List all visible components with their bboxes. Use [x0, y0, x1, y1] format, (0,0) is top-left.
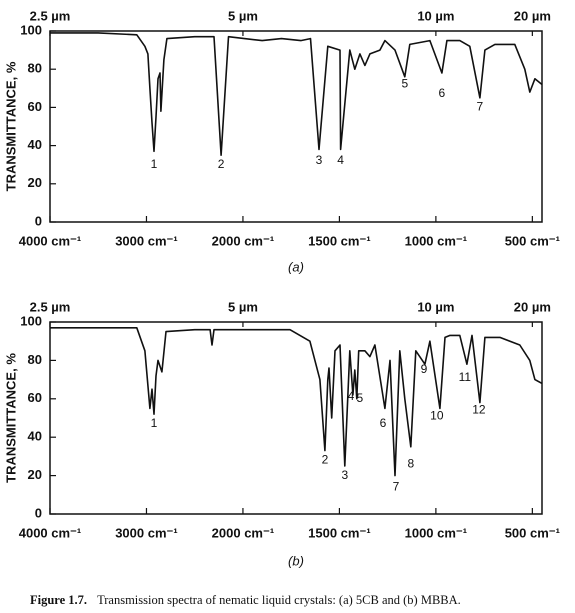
peak-label: 3 [341, 468, 348, 482]
y-tick-label: 40 [28, 429, 42, 444]
x-tick-label: 1000 cm⁻¹ [405, 525, 468, 540]
x-tick-label: 4000 cm⁻¹ [19, 525, 82, 540]
y-tick-label: 40 [28, 137, 42, 152]
x-tick-label: 2000 cm⁻¹ [212, 233, 275, 248]
y-tick-label: 20 [28, 467, 42, 482]
x2-tick-label: 5 µm [228, 8, 258, 23]
chart-label: (a) [288, 259, 304, 274]
y-tick-label: 80 [28, 61, 42, 76]
spectrum-chart: 0 20 40 60 80 100 4000 cm⁻¹ 3000 cm⁻¹ 2000 cm⁻¹ 1… [3, 299, 560, 568]
peak-label: 8 [407, 456, 414, 470]
x-tick-label: 500 cm⁻¹ [505, 525, 560, 540]
peak-label: 10 [430, 408, 444, 422]
x-tick-label: 500 cm⁻¹ [505, 233, 560, 248]
peak-label: 2 [322, 452, 329, 466]
caption: Figure 1.7. Transmission spectra of nemat… [30, 593, 461, 607]
y-axis-label: TRANSMITTANCE, % [3, 353, 18, 483]
peak-label: 5 [401, 77, 408, 91]
caption-label: Figure 1.7. [30, 593, 87, 607]
peak-label: 11 [459, 370, 472, 384]
y-tick-label: 60 [28, 390, 42, 405]
x-tick-label: 3000 cm⁻¹ [115, 525, 178, 540]
peak-label: 7 [393, 479, 400, 493]
peak-label: 1 [151, 157, 158, 171]
plot-frame [49, 321, 543, 515]
x-tick-label: 2000 cm⁻¹ [212, 525, 275, 540]
peak-label: 5 [357, 391, 364, 405]
plot-frame [49, 30, 543, 223]
y-tick-label: 0 [35, 213, 42, 228]
peak-label: 6 [380, 416, 387, 430]
x2-tick-label: 5 µm [228, 299, 258, 314]
x-tick-label: 1500 cm⁻¹ [308, 525, 371, 540]
peak-label: 9 [421, 362, 428, 376]
x2-tick-label: 2.5 µm [30, 299, 71, 314]
y-axis-label: TRANSMITTANCE, % [3, 61, 18, 191]
peak-label: 4 [348, 389, 355, 403]
peak-label: 2 [218, 157, 225, 171]
peak-label: 12 [472, 402, 486, 416]
y-tick-label: 20 [28, 175, 42, 190]
x2-tick-label: 20 µm [514, 299, 551, 314]
y-tick-label: 100 [20, 313, 42, 328]
peak-label: 4 [337, 153, 344, 167]
x-tick-label: 4000 cm⁻¹ [19, 233, 82, 248]
x-tick-label: 1500 cm⁻¹ [308, 233, 371, 248]
spectrum-line [50, 327, 543, 477]
y-tick-label: 0 [35, 505, 42, 520]
y-tick-label: 80 [28, 352, 42, 367]
peak-label: 1 [151, 416, 158, 430]
x2-tick-label: 10 µm [417, 299, 454, 314]
peak-label: 3 [316, 153, 323, 167]
x-tick-label: 3000 cm⁻¹ [115, 233, 178, 248]
y-tick-label: 60 [28, 99, 42, 114]
x2-tick-label: 2.5 µm [30, 8, 71, 23]
caption-text: Transmission spectra of nematic liquid c… [97, 593, 461, 607]
peak-label: 7 [477, 100, 484, 114]
peak-label: 6 [439, 86, 446, 100]
y-tick-label: 100 [20, 22, 42, 37]
spectrum-line [50, 32, 543, 156]
chart-label: (b) [288, 553, 304, 568]
spectrum-chart: 0 20 40 60 80 100 4000 cm⁻¹ 3000 cm⁻¹ 2000 cm⁻¹ 1… [3, 8, 560, 274]
x-tick-label: 1000 cm⁻¹ [405, 233, 468, 248]
x2-tick-label: 10 µm [417, 8, 454, 23]
x2-tick-label: 20 µm [514, 8, 551, 23]
